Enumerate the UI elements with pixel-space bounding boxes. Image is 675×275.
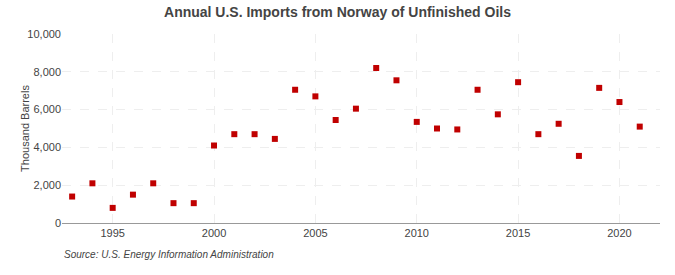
svg-text:8,000: 8,000 bbox=[33, 66, 61, 78]
svg-text:0: 0 bbox=[55, 217, 61, 229]
svg-text:2,000: 2,000 bbox=[33, 179, 61, 191]
svg-text:Annual U.S. Imports from Norwa: Annual U.S. Imports from Norway of Unfin… bbox=[164, 4, 511, 20]
svg-text:6,000: 6,000 bbox=[33, 103, 61, 115]
svg-text:1995: 1995 bbox=[100, 227, 124, 239]
svg-text:10,000: 10,000 bbox=[27, 28, 61, 40]
svg-text:2010: 2010 bbox=[405, 227, 429, 239]
svg-text:2020: 2020 bbox=[607, 227, 631, 239]
svg-text:2000: 2000 bbox=[202, 227, 226, 239]
svg-text:4,000: 4,000 bbox=[33, 141, 61, 153]
svg-text:2015: 2015 bbox=[506, 227, 530, 239]
svg-text:Thousand Barrels: Thousand Barrels bbox=[19, 85, 31, 172]
svg-text:2005: 2005 bbox=[303, 227, 327, 239]
svg-text:Source: U.S. Energy Informatio: Source: U.S. Energy Information Administ… bbox=[64, 249, 274, 260]
